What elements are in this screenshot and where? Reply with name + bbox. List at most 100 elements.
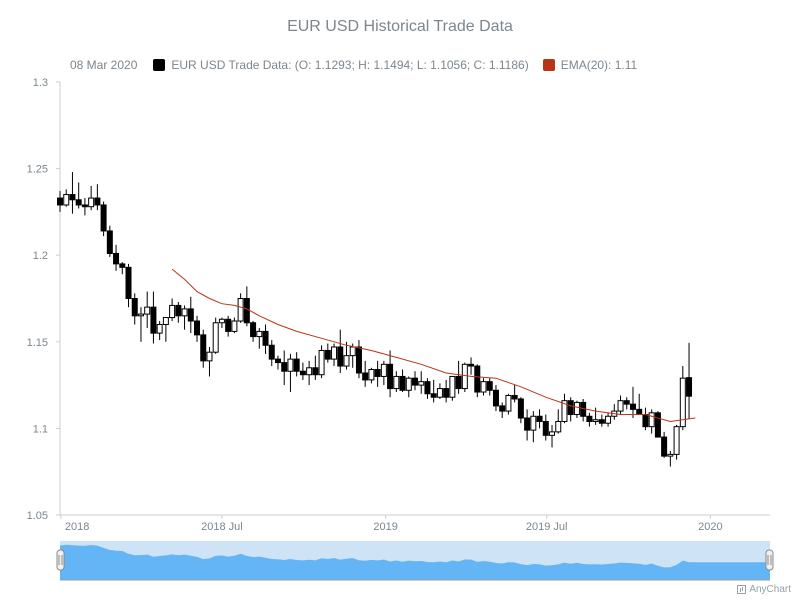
candle bbox=[412, 371, 418, 391]
candle-body bbox=[499, 405, 506, 412]
legend-label-ema: EMA(20): 1.11 bbox=[560, 58, 638, 72]
candle bbox=[368, 367, 375, 384]
candle-body bbox=[455, 375, 462, 390]
candle-body bbox=[480, 381, 487, 393]
candle bbox=[94, 184, 101, 211]
candle bbox=[200, 329, 207, 368]
candle bbox=[175, 301, 182, 323]
candle bbox=[393, 371, 400, 393]
candle bbox=[194, 315, 201, 342]
candle-body bbox=[492, 389, 499, 407]
candle bbox=[299, 362, 306, 380]
candle-body bbox=[137, 313, 144, 317]
candle-body bbox=[393, 375, 400, 390]
candle-body bbox=[156, 323, 163, 334]
candle bbox=[206, 346, 213, 377]
candle bbox=[287, 353, 294, 393]
candle-body bbox=[449, 375, 456, 398]
candle-body bbox=[661, 436, 668, 457]
candle bbox=[511, 385, 518, 403]
scroller-right-handle[interactable] bbox=[765, 549, 774, 571]
candle-body bbox=[524, 417, 531, 431]
credits[interactable]: AnyChart bbox=[737, 584, 791, 595]
candle bbox=[169, 298, 176, 322]
y-axis: 1.05 1.1 1.15 1.2 1.25 1.3 bbox=[27, 77, 61, 522]
candle bbox=[57, 191, 63, 212]
candle-body bbox=[673, 426, 680, 455]
candle bbox=[331, 343, 338, 367]
candle bbox=[225, 315, 232, 337]
candle bbox=[237, 293, 244, 323]
candle-body bbox=[75, 199, 82, 206]
scroller-left-handle[interactable] bbox=[56, 549, 65, 571]
candle-body bbox=[380, 363, 387, 377]
candle bbox=[312, 355, 319, 380]
candle bbox=[343, 341, 350, 370]
candle-body bbox=[343, 355, 350, 367]
legend-swatch-trade-data bbox=[153, 59, 166, 71]
scroller[interactable] bbox=[56, 541, 774, 581]
candle-body bbox=[106, 230, 113, 254]
candle bbox=[561, 393, 568, 424]
candle-body bbox=[63, 194, 70, 206]
legend-item-trade-data[interactable]: EUR USD Trade Data: (O: 1.1293; H: 1.149… bbox=[153, 58, 529, 72]
scroller-handle-body bbox=[765, 549, 774, 571]
legend-item-ema[interactable]: EMA(20): 1.11 bbox=[542, 58, 638, 72]
candle-body bbox=[268, 344, 275, 360]
candle-body bbox=[81, 204, 88, 208]
candle-body bbox=[648, 412, 655, 428]
candle-body bbox=[654, 412, 661, 438]
candle-body bbox=[561, 400, 568, 422]
candle bbox=[231, 317, 238, 334]
candle-body bbox=[231, 320, 238, 332]
anychart-logo-icon bbox=[737, 585, 747, 594]
candle-body bbox=[262, 330, 269, 346]
candle-body bbox=[486, 381, 493, 391]
candle bbox=[113, 244, 120, 271]
candle-body bbox=[623, 400, 630, 405]
candle bbox=[268, 340, 275, 367]
candle-body bbox=[274, 358, 281, 364]
candle-body bbox=[169, 304, 176, 319]
candle bbox=[212, 317, 219, 354]
candle bbox=[374, 360, 381, 387]
candle-body bbox=[88, 197, 95, 208]
candle bbox=[281, 350, 288, 386]
candle-body bbox=[162, 317, 169, 325]
candle-body bbox=[119, 263, 126, 268]
candle-body bbox=[505, 394, 512, 412]
candle bbox=[63, 189, 70, 207]
candle bbox=[449, 375, 456, 401]
candle-body bbox=[474, 365, 481, 393]
candle-body bbox=[293, 358, 300, 372]
candle-body bbox=[542, 420, 549, 436]
candle-body bbox=[636, 408, 643, 416]
candle-body bbox=[355, 346, 362, 374]
ema-line bbox=[171, 268, 696, 423]
candle bbox=[274, 355, 281, 370]
candle bbox=[555, 409, 562, 434]
candle bbox=[150, 291, 157, 344]
y-tick-label: 1.3 bbox=[33, 77, 48, 89]
candle bbox=[661, 431, 668, 458]
candle bbox=[156, 321, 163, 341]
candle bbox=[243, 286, 250, 327]
candle bbox=[88, 185, 95, 211]
candle bbox=[648, 409, 655, 434]
candle bbox=[517, 397, 524, 424]
legend-date: 08 Mar 2020 bbox=[70, 58, 138, 72]
chart-title: EUR USD Historical Trade Data bbox=[287, 18, 513, 35]
candle bbox=[293, 352, 300, 377]
candle-body bbox=[679, 377, 686, 428]
candle-body bbox=[250, 322, 257, 338]
candle-body bbox=[200, 334, 207, 362]
candle bbox=[673, 424, 680, 460]
candle-body bbox=[555, 420, 562, 433]
candle bbox=[430, 379, 437, 403]
candle-body bbox=[592, 419, 599, 422]
candle-body bbox=[206, 351, 213, 362]
candle-body bbox=[218, 318, 225, 324]
candle-body bbox=[517, 398, 524, 419]
candle bbox=[524, 409, 531, 441]
